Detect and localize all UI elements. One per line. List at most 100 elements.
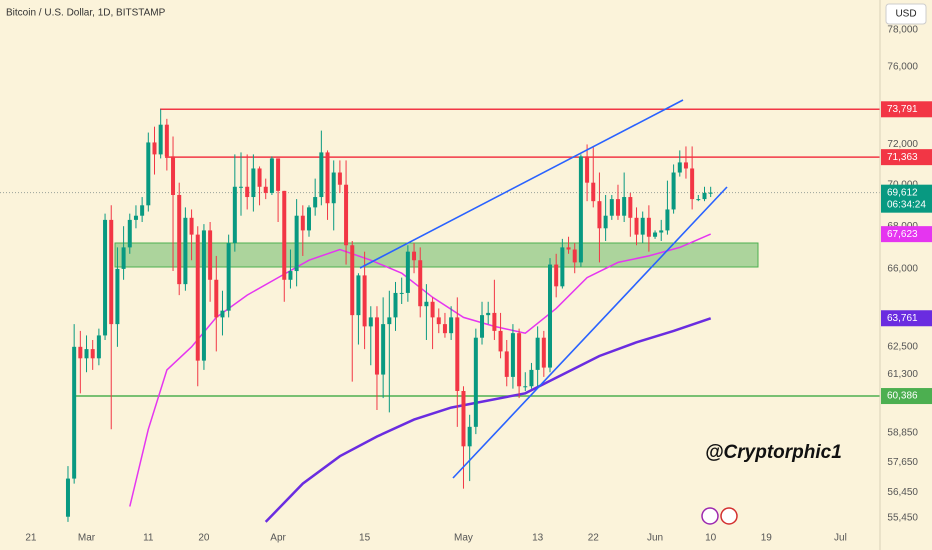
x-tick-label: 21	[25, 533, 37, 544]
upper-trendline	[359, 99, 684, 269]
moving-average	[129, 233, 711, 507]
candle-body	[90, 349, 95, 359]
candle-body	[72, 346, 77, 479]
candle-body	[523, 386, 528, 388]
candle-body	[319, 152, 324, 198]
x-tick-label: Jun	[647, 533, 663, 544]
candle-body	[96, 335, 101, 359]
price-label-box	[881, 149, 932, 166]
candle-body	[585, 156, 590, 183]
candle-body	[362, 275, 367, 327]
candle-body	[183, 217, 188, 285]
candle-body	[214, 279, 219, 318]
candle-body	[665, 209, 670, 231]
candle-body	[461, 390, 466, 447]
candle-body	[591, 182, 596, 202]
candle-body	[597, 201, 602, 229]
candle-body	[127, 219, 132, 248]
candle-body	[436, 317, 441, 325]
price-label-box	[881, 226, 932, 243]
candle-body	[171, 156, 176, 195]
candle-body	[640, 217, 645, 235]
candle-body	[269, 158, 274, 193]
candle-body	[189, 217, 194, 235]
candle-body	[158, 124, 163, 155]
candle-body	[560, 247, 565, 287]
candle-body	[622, 197, 627, 216]
icon	[720, 507, 738, 525]
candle-body	[245, 186, 250, 198]
candle-body	[412, 251, 417, 261]
candle-body	[510, 333, 515, 377]
candle-body	[393, 292, 398, 318]
candle-body	[313, 197, 318, 208]
x-tick-label: 13	[532, 533, 544, 544]
candle-body	[702, 192, 707, 200]
price-label-box	[881, 310, 932, 327]
candle-body	[405, 251, 410, 293]
y-tick-label: 66,000	[887, 264, 918, 275]
candle-body	[78, 346, 83, 359]
currency: USD	[895, 9, 916, 20]
candle-body	[331, 172, 336, 204]
candle-body	[257, 168, 262, 187]
candle-body	[659, 230, 664, 233]
candle-body	[634, 217, 639, 235]
x-tick-label: May	[454, 533, 473, 544]
candle-body	[517, 333, 522, 387]
candle-body	[344, 184, 349, 246]
candle-body	[294, 215, 299, 272]
candle-body	[566, 247, 571, 250]
x-tick-label: 10	[705, 533, 717, 544]
candle-body	[504, 351, 509, 377]
candle-body	[133, 215, 138, 220]
candle-body	[306, 207, 311, 231]
candle-body	[115, 268, 120, 325]
candle-body	[226, 243, 231, 311]
candle-body	[671, 172, 676, 210]
candle-body	[164, 124, 169, 157]
candle-body	[220, 310, 225, 318]
candle-body	[201, 230, 206, 361]
candle-body	[646, 217, 651, 237]
candle-body	[65, 478, 70, 517]
candle-body	[486, 312, 491, 316]
candle-body	[350, 245, 355, 316]
candle-body	[498, 330, 503, 352]
candle-body	[541, 337, 546, 368]
candle-body	[146, 142, 151, 206]
watermark: @Cryptorphic1	[705, 442, 842, 463]
icon	[701, 507, 719, 525]
icons	[701, 507, 738, 525]
candle-body	[690, 168, 695, 200]
candle-body	[195, 234, 200, 361]
candle-body	[263, 186, 268, 193]
y-tick-label: 55,450	[887, 513, 918, 524]
x-tick-label: 22	[588, 533, 600, 544]
y-tick-label: 57,650	[887, 457, 918, 468]
candle-body	[152, 142, 157, 155]
candle-body	[424, 301, 429, 307]
candle-body	[492, 312, 497, 331]
x-tick-label: 20	[198, 533, 210, 544]
candle-body	[84, 349, 89, 359]
y-tick-label: 56,450	[887, 487, 918, 498]
axis-layer: 78,00076,00072,00070,00068,00066,00062,5…	[881, 25, 932, 524]
candle-body	[442, 324, 447, 334]
candle-body	[548, 264, 552, 368]
candle-body	[572, 249, 577, 263]
price-label-box	[881, 388, 932, 405]
candle-body	[239, 186, 244, 188]
plot-area	[65, 109, 713, 523]
y-tick-label: 76,000	[887, 62, 918, 73]
moving-average	[264, 317, 712, 523]
candle-body	[374, 317, 379, 375]
candle-body	[480, 315, 485, 338]
candle-body	[615, 199, 620, 216]
candle-body	[455, 317, 460, 391]
candle-body	[467, 426, 472, 447]
candle-body	[535, 337, 540, 370]
